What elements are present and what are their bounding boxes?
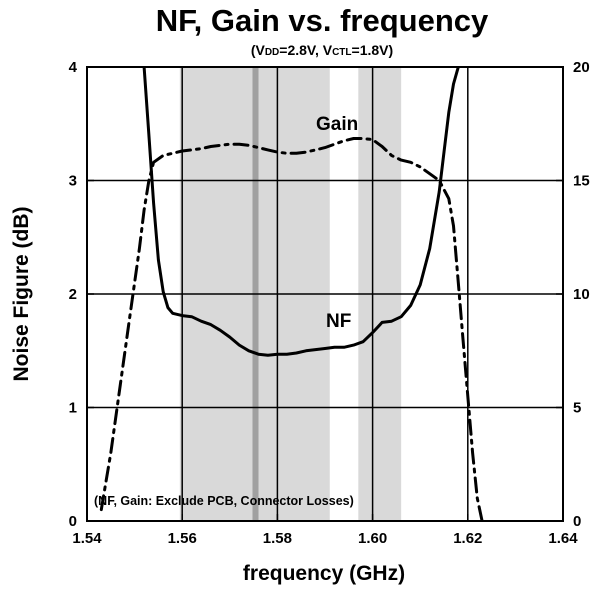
y2-tick-label-15: 15 <box>573 173 590 190</box>
x-tick-label-1.54: 1.54 <box>72 530 102 547</box>
x-tick-label-1.64: 1.64 <box>548 530 578 547</box>
chart-subtitle: (VDD=2.8V, VCTL=1.8V) <box>251 42 393 58</box>
y2-tick-label-0: 0 <box>573 513 581 530</box>
data-series <box>99 67 484 521</box>
y2-tick-label-20: 20 <box>573 59 590 76</box>
x-axis-label: frequency (GHz) <box>243 562 405 585</box>
x-tick-label-1.56: 1.56 <box>168 530 197 547</box>
horizontal-gridlines <box>87 179 563 409</box>
y-tick-label-4: 4 <box>69 59 78 76</box>
subtitle-vdd-val: =2.8V, V <box>279 42 332 58</box>
subtitle-open: (V <box>251 42 266 58</box>
x-tick-label-1.58: 1.58 <box>263 530 292 547</box>
y2-tick-label-5: 5 <box>573 400 581 417</box>
loss-note: (NF, Gain: Exclude PCB, Connector Losses… <box>94 494 354 508</box>
y-axis-label: Noise Figure (dB) <box>10 206 33 381</box>
y-tick-label-3: 3 <box>69 173 77 190</box>
gain-series-label: Gain <box>316 114 358 135</box>
chart-title: NF, Gain vs. frequency <box>156 3 489 38</box>
y-tick-label-0: 0 <box>69 513 77 530</box>
gain-line <box>99 137 484 521</box>
y-tick-label-1: 1 <box>69 400 77 417</box>
y-tick-label-2: 2 <box>69 286 77 303</box>
x-tick-label-1.60: 1.60 <box>358 530 387 547</box>
subtitle-vctl-sub: CTL <box>332 47 351 58</box>
y2-tick-label-10: 10 <box>573 286 590 303</box>
axis-ticks <box>86 66 564 522</box>
nf-line <box>142 67 460 357</box>
subtitle-vctl-val: =1.8V) <box>352 42 394 58</box>
subtitle-vdd-sub: DD <box>265 47 279 58</box>
nf-series-label: NF <box>326 311 351 332</box>
x-tick-label-1.62: 1.62 <box>453 530 482 547</box>
